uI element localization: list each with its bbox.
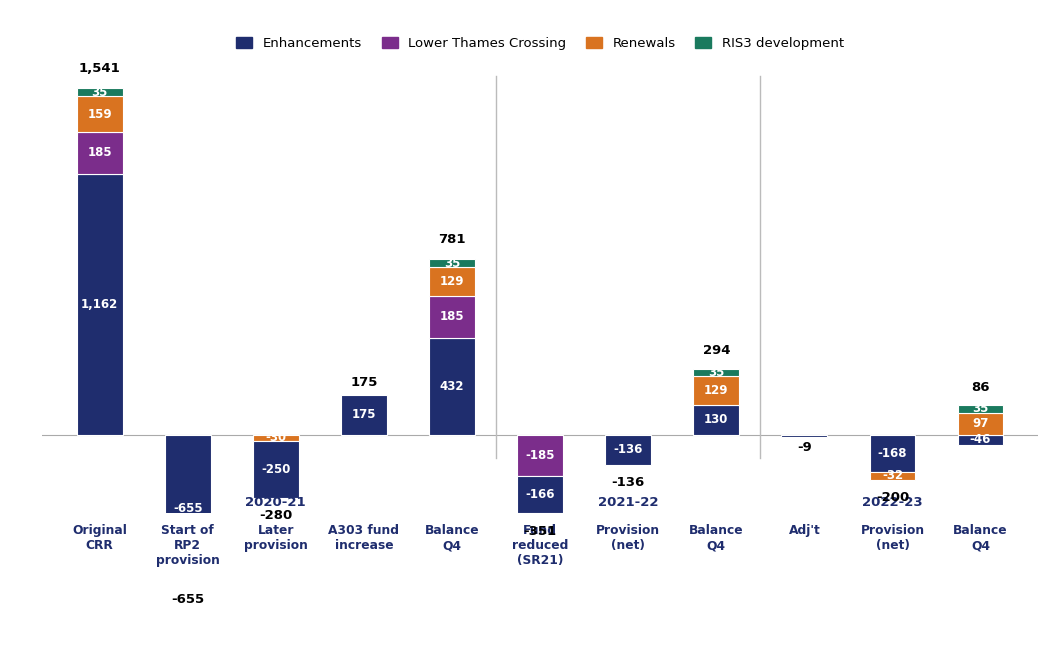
Bar [429, 267, 474, 296]
Text: 35: 35 [708, 366, 724, 379]
Text: -9: -9 [797, 441, 812, 454]
Text: -655: -655 [173, 501, 202, 515]
Text: 35: 35 [972, 403, 989, 415]
Bar [253, 442, 299, 497]
Bar [606, 434, 651, 465]
Bar [76, 132, 123, 174]
Bar [957, 405, 1004, 413]
Text: -166: -166 [525, 488, 555, 501]
Text: -185: -185 [525, 449, 555, 462]
Text: -46: -46 [970, 433, 991, 446]
Text: 185: 185 [87, 146, 112, 159]
Bar [429, 296, 474, 338]
Bar [76, 96, 123, 132]
Text: 2020-21: 2020-21 [246, 495, 306, 509]
Text: 432: 432 [439, 380, 464, 393]
Text: 2021-22: 2021-22 [598, 495, 659, 509]
Bar [76, 174, 123, 434]
Text: 129: 129 [439, 275, 464, 288]
Text: -280: -280 [259, 509, 292, 522]
Text: 294: 294 [702, 344, 730, 357]
Text: -168: -168 [878, 447, 908, 460]
Text: 1,162: 1,162 [80, 297, 119, 311]
Text: 97: 97 [972, 417, 989, 430]
Text: 781: 781 [438, 233, 466, 245]
Bar [165, 434, 211, 582]
Bar [694, 405, 739, 434]
Bar [957, 434, 1004, 445]
Bar [694, 368, 739, 376]
Text: 175: 175 [352, 409, 376, 421]
Bar [957, 413, 1004, 434]
Bar [517, 434, 563, 476]
Text: -32: -32 [882, 469, 903, 482]
Text: -200: -200 [876, 491, 909, 504]
Text: 129: 129 [704, 384, 729, 397]
Legend: Enhancements, Lower Thames Crossing, Renewals, RIS3 development: Enhancements, Lower Thames Crossing, Ren… [231, 32, 849, 55]
Text: 175: 175 [351, 376, 378, 388]
Text: -351: -351 [523, 524, 557, 538]
Text: 2022-23: 2022-23 [862, 495, 922, 509]
Text: 35: 35 [91, 86, 108, 99]
Bar [869, 434, 915, 472]
Bar [869, 472, 915, 480]
Bar [429, 338, 474, 434]
Text: 130: 130 [704, 413, 729, 426]
Text: 35: 35 [444, 257, 461, 270]
Bar [253, 434, 299, 442]
Bar [694, 376, 739, 405]
Text: -250: -250 [262, 463, 290, 476]
Text: -30: -30 [265, 432, 286, 444]
Bar [429, 259, 474, 267]
Text: 185: 185 [439, 311, 464, 323]
Bar [341, 395, 387, 434]
Bar [782, 434, 827, 437]
Bar [76, 88, 123, 96]
Text: 1,541: 1,541 [78, 62, 121, 75]
Text: -136: -136 [611, 476, 645, 490]
Text: 159: 159 [87, 108, 112, 120]
Bar [517, 476, 563, 513]
Text: 86: 86 [971, 381, 990, 393]
Text: -136: -136 [613, 443, 643, 457]
Text: -655: -655 [172, 593, 204, 606]
